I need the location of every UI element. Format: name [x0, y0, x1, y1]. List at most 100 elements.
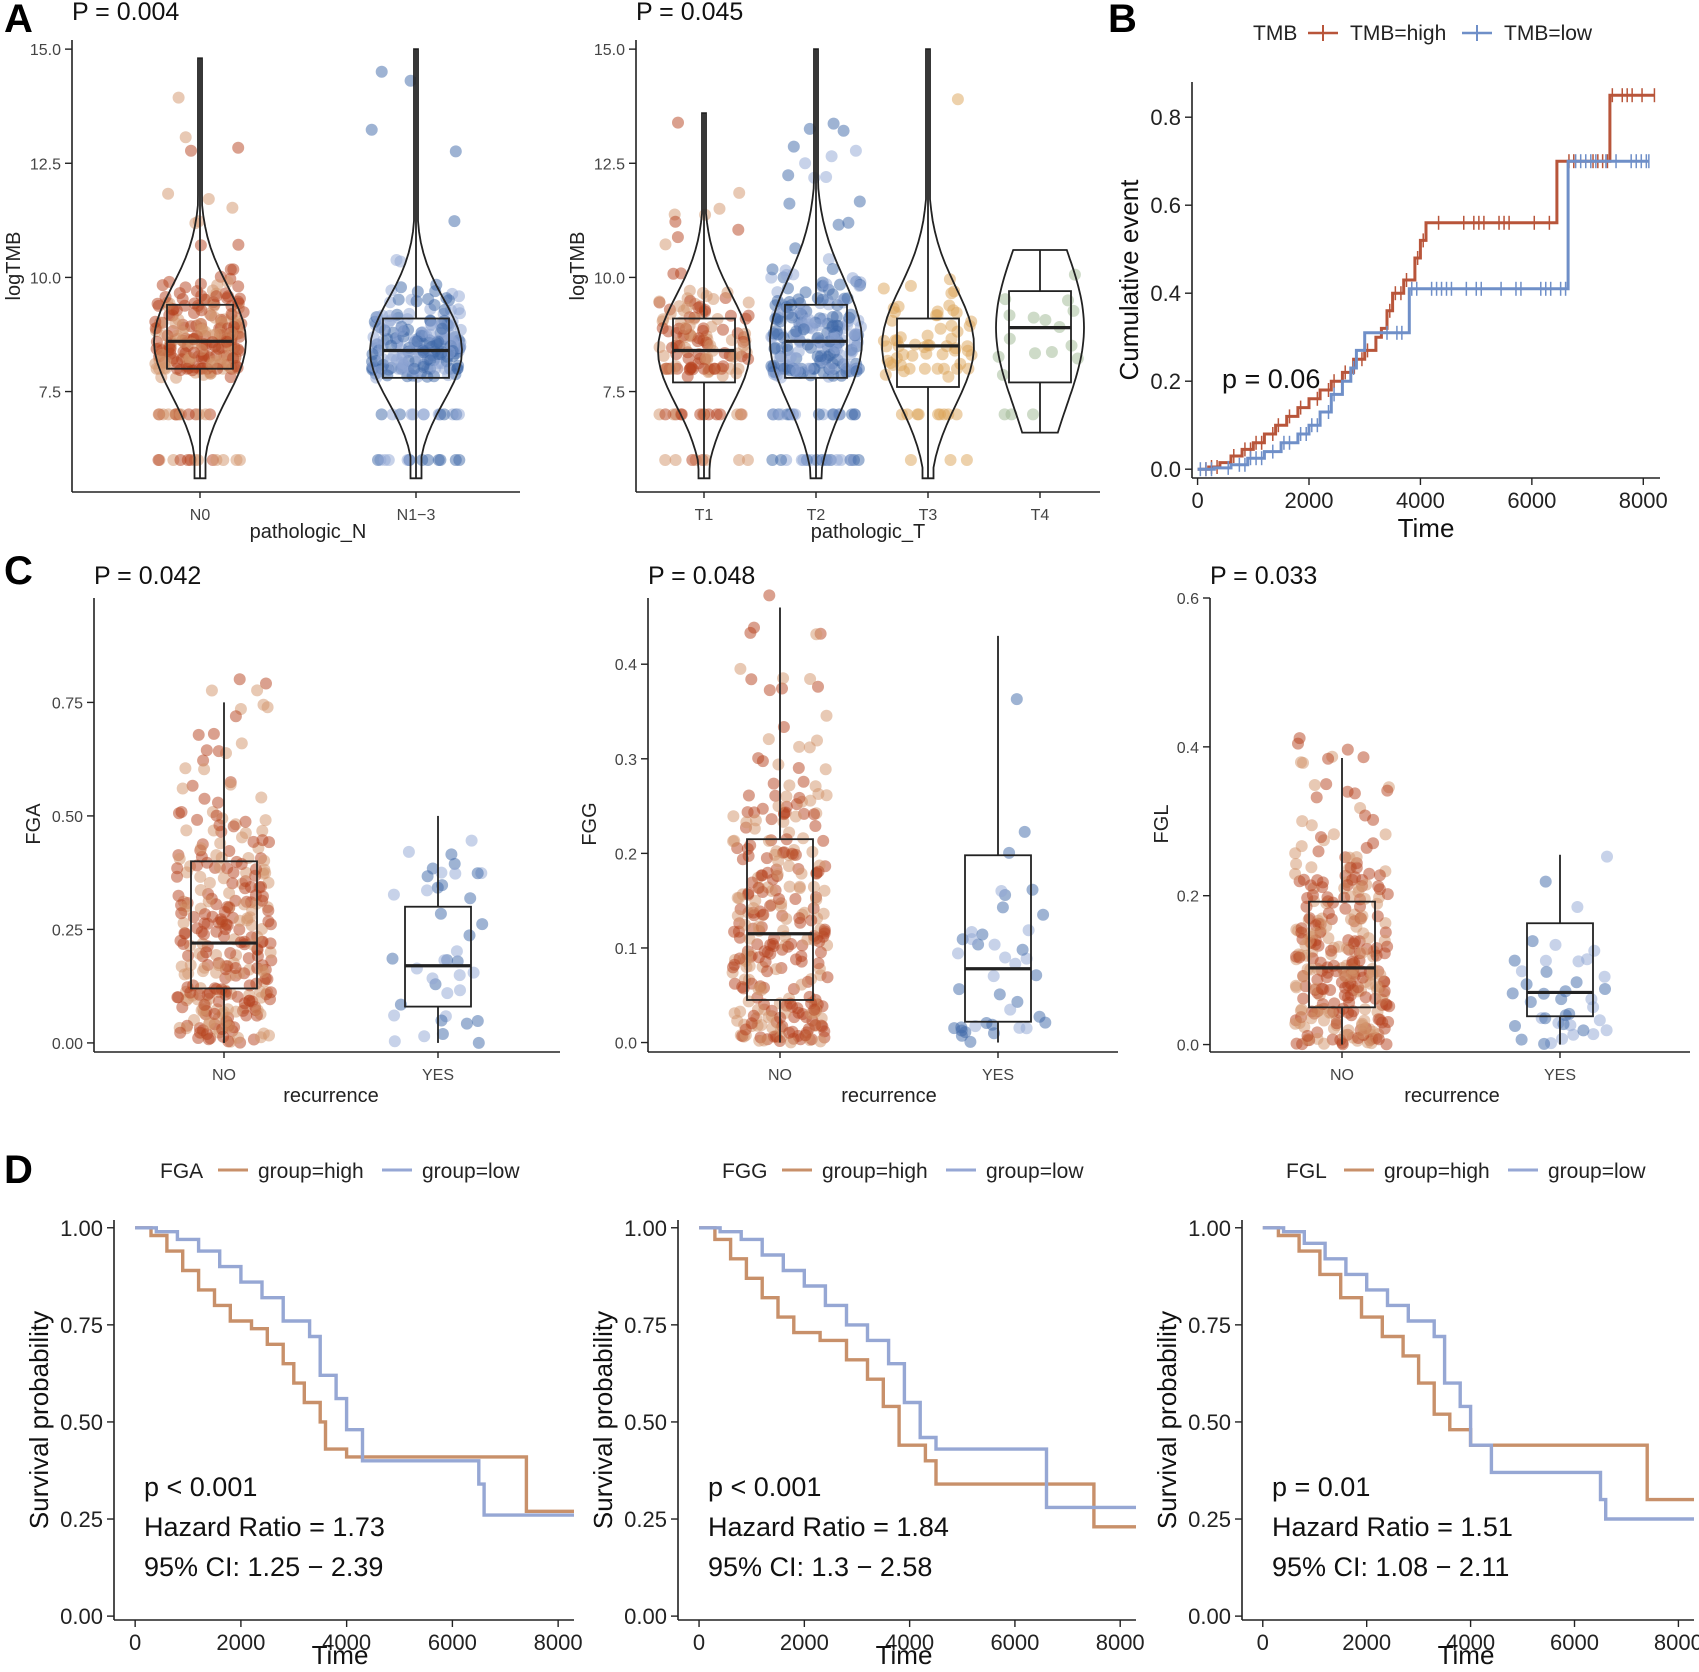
x-tick-label: 8000	[1654, 1630, 1699, 1655]
data-point	[776, 682, 788, 695]
data-point	[839, 358, 852, 371]
data-point	[257, 1027, 270, 1040]
data-point	[827, 117, 840, 130]
data-point	[1358, 892, 1371, 905]
y-tick-label: 0.00	[1188, 1604, 1231, 1629]
data-point	[250, 863, 262, 876]
y-ticks: 0.0 0.2 0.4 0.6 0.8	[1150, 105, 1192, 482]
x-tick-label: 0	[1191, 488, 1203, 513]
data-point	[159, 329, 172, 342]
plot-marks	[653, 48, 1085, 480]
data-point	[174, 454, 187, 466]
data-point	[1290, 858, 1303, 870]
data-point	[1346, 873, 1359, 886]
data-point	[232, 280, 245, 293]
x-tick-label: N1−3	[397, 507, 436, 524]
x-ticks: 0 2000 4000 6000 8000	[693, 1620, 1145, 1655]
data-point	[1010, 693, 1023, 706]
data-point	[218, 906, 231, 918]
y-tick-label: 0.1	[615, 941, 637, 958]
data-point	[1539, 1012, 1552, 1025]
data-point	[953, 983, 966, 996]
data-point	[177, 917, 190, 929]
data-point	[1600, 1024, 1613, 1037]
data-point	[993, 988, 1006, 1001]
x-axis-title: pathologic_T	[811, 521, 926, 543]
x-tick-label: YES	[982, 1067, 1014, 1084]
data-point	[1381, 784, 1394, 797]
data-point	[659, 408, 672, 421]
data-point	[202, 193, 215, 205]
data-point	[732, 223, 745, 236]
x-axis-title: Time	[876, 1640, 933, 1670]
data-point	[187, 911, 200, 923]
data-point	[818, 884, 831, 897]
data-point	[733, 186, 746, 199]
data-point	[173, 852, 186, 865]
data-point	[1359, 1003, 1372, 1016]
y-tick-label: 0.2	[1150, 369, 1181, 394]
pvalue-label: P = 0.042	[94, 562, 201, 590]
data-point	[426, 972, 439, 985]
data-point	[434, 454, 447, 466]
data-point	[394, 255, 407, 268]
y-ticks: 0.00 0.25 0.50 0.75	[52, 695, 94, 1053]
chart-c1: P = 0.042 0.00 0.25 0.50 0.75 NO YES recurre…	[23, 562, 560, 1107]
y-tick-label: 0.00	[624, 1604, 667, 1629]
pvalue-label: P = 0.004	[72, 0, 179, 26]
data-point	[1598, 970, 1611, 983]
data-point	[775, 408, 788, 421]
cumulative-line	[1197, 93, 1655, 471]
data-point	[911, 408, 924, 421]
data-point	[1555, 993, 1568, 1006]
data-point	[804, 794, 817, 807]
data-point	[255, 963, 268, 976]
data-point	[386, 408, 399, 421]
data-point	[748, 621, 760, 634]
data-point	[811, 734, 823, 747]
data-point	[763, 589, 776, 602]
data-point	[1030, 969, 1043, 982]
data-point	[425, 319, 438, 331]
data-point	[1067, 304, 1080, 317]
data-point	[793, 880, 806, 893]
data-point	[172, 991, 185, 1004]
data-point	[808, 808, 820, 821]
data-point	[255, 791, 268, 804]
data-point	[476, 918, 489, 931]
y-tick-label: 0.4	[615, 657, 637, 674]
data-point	[1593, 1014, 1606, 1027]
data-point	[259, 814, 272, 827]
data-point	[789, 810, 802, 823]
data-point	[1045, 346, 1058, 358]
data-point	[777, 721, 790, 733]
data-point	[814, 946, 827, 959]
data-point	[1325, 1006, 1337, 1019]
panel-letter-a: A	[4, 0, 33, 41]
legend-label-high: TMB=high	[1350, 22, 1446, 45]
data-point	[799, 286, 812, 299]
data-point	[1380, 998, 1392, 1011]
data-point	[1328, 997, 1341, 1010]
data-point	[171, 870, 183, 883]
x-tick-label: T1	[695, 507, 714, 524]
data-point	[199, 908, 211, 921]
data-point	[822, 253, 835, 266]
data-point	[772, 855, 785, 868]
y-tick-label: 0.2	[615, 846, 637, 863]
data-point	[774, 315, 787, 328]
data-point	[239, 815, 252, 828]
data-point	[242, 952, 255, 965]
data-point	[224, 778, 237, 791]
chart-d1: FGA group=high group=low 0.00 0.25 0.50 0.7…	[24, 1160, 583, 1670]
data-point	[682, 352, 695, 365]
data-point	[258, 854, 271, 867]
data-point	[737, 339, 750, 352]
data-point	[418, 1030, 431, 1043]
data-point	[961, 340, 974, 353]
x-tick-label: 2000	[780, 1630, 829, 1655]
data-point	[820, 709, 833, 722]
legend-label-low: group=low	[986, 1160, 1084, 1183]
data-point	[1350, 851, 1363, 864]
chart-d2: FGG group=high group=low 0.00 0.25 0.50 0.7…	[588, 1160, 1145, 1670]
